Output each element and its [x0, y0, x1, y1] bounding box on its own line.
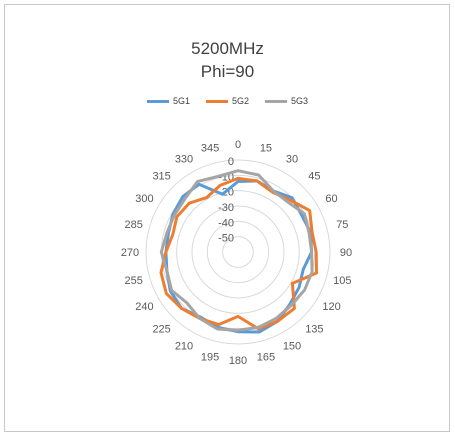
angle-tick-label: 225 — [152, 323, 170, 335]
legend-label-5g1: 5G1 — [172, 96, 190, 106]
angle-tick-label: 60 — [325, 193, 337, 205]
angle-tick-label: 330 — [175, 153, 193, 165]
angle-tick-label: 345 — [201, 143, 219, 155]
angle-tick-label: 255 — [125, 275, 143, 287]
legend-swatch-5g2 — [205, 99, 228, 103]
legend-item-5g2: 5G2 — [205, 96, 249, 106]
grid-ring — [191, 205, 285, 299]
angle-tick-label: 195 — [201, 351, 219, 363]
legend-label-5g2: 5G2 — [231, 96, 249, 106]
angle-tick-label: 210 — [175, 341, 193, 353]
angle-tick-label: 180 — [229, 355, 247, 367]
chart-frame — [4, 4, 450, 432]
angle-tick-label: 75 — [336, 219, 348, 231]
angle-tick-label: 15 — [260, 143, 272, 155]
angle-tick-label: 270 — [121, 247, 139, 259]
legend-label-5g3: 5G3 — [291, 96, 309, 106]
series-line-5g3 — [159, 169, 314, 332]
grid-ring — [145, 159, 331, 345]
angle-tick-label: 240 — [135, 301, 153, 313]
angle-tick-label: 165 — [257, 351, 275, 363]
radial-tick-label: -50 — [218, 233, 234, 245]
angle-tick-label: 285 — [125, 219, 143, 231]
radial-tick-label: -40 — [218, 217, 234, 229]
angle-tick-label: 315 — [152, 171, 170, 183]
legend-swatch-5g3 — [265, 99, 287, 103]
series-line-5g1 — [164, 179, 314, 334]
angle-tick-label: 105 — [333, 275, 351, 287]
angle-tick-label: 120 — [322, 301, 340, 313]
angle-tick-label: 150 — [283, 341, 301, 353]
angle-tick-label: 45 — [308, 171, 320, 183]
radial-tick-label: -30 — [218, 202, 234, 214]
angle-tick-label: 300 — [135, 193, 153, 205]
grid-ring — [176, 190, 300, 314]
radial-tick-label: 0 — [228, 156, 234, 168]
chart-subtitle: Phi=90 — [200, 62, 255, 81]
legend-item-5g1: 5G1 — [146, 96, 190, 106]
legend: 5G1 5G2 5G3 — [0, 96, 455, 106]
grid-ring — [222, 236, 254, 268]
series-line-5g2 — [159, 176, 318, 331]
legend-item-5g3: 5G3 — [265, 96, 308, 106]
chart-title: 5200MHz — [191, 39, 264, 58]
angle-tick-label: 0 — [235, 139, 241, 151]
angle-tick-label: 30 — [286, 153, 298, 165]
angle-tick-label: 135 — [305, 323, 323, 335]
angle-tick-label: 90 — [340, 247, 352, 259]
grid-ring — [206, 220, 270, 284]
legend-swatch-5g1 — [146, 99, 169, 103]
